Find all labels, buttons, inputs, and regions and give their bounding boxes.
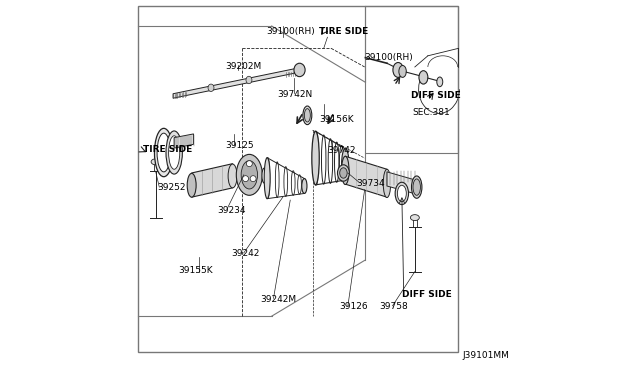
Circle shape (246, 161, 252, 167)
Ellipse shape (208, 84, 214, 92)
Ellipse shape (228, 164, 237, 188)
Ellipse shape (393, 62, 403, 77)
Ellipse shape (262, 168, 266, 183)
Text: SEC.381: SEC.381 (412, 108, 450, 117)
Ellipse shape (187, 173, 196, 197)
Ellipse shape (383, 169, 390, 198)
Text: 39252: 39252 (157, 183, 186, 192)
Ellipse shape (264, 158, 270, 199)
Ellipse shape (413, 179, 420, 195)
Text: TIRE SIDE: TIRE SIDE (143, 145, 192, 154)
Ellipse shape (312, 131, 319, 185)
Ellipse shape (395, 182, 408, 205)
Text: 39155K: 39155K (178, 266, 212, 275)
Text: 39100(RH): 39100(RH) (364, 53, 413, 62)
Ellipse shape (437, 77, 443, 87)
Ellipse shape (241, 161, 257, 189)
Text: DIFF SIDE: DIFF SIDE (402, 290, 452, 299)
Text: 39242M: 39242M (260, 295, 296, 304)
Text: 39126: 39126 (339, 302, 368, 311)
Ellipse shape (246, 76, 252, 84)
Polygon shape (387, 172, 417, 194)
Ellipse shape (337, 165, 349, 181)
Text: DIFF SIDE: DIFF SIDE (411, 92, 461, 100)
Polygon shape (173, 68, 300, 98)
Text: 39242: 39242 (232, 249, 260, 258)
Text: 39202M: 39202M (225, 62, 261, 71)
Ellipse shape (303, 106, 312, 125)
Polygon shape (191, 164, 232, 197)
Ellipse shape (236, 154, 262, 195)
Text: TIRE SIDE: TIRE SIDE (319, 27, 369, 36)
Ellipse shape (305, 109, 310, 122)
Text: 39234: 39234 (218, 206, 246, 215)
Polygon shape (346, 156, 387, 197)
Ellipse shape (154, 128, 173, 177)
Text: 39734: 39734 (356, 179, 385, 187)
Ellipse shape (399, 65, 406, 77)
Text: 39125: 39125 (225, 141, 254, 150)
Ellipse shape (151, 159, 160, 165)
Bar (365, 6, 458, 153)
Text: J39101MM: J39101MM (462, 351, 509, 360)
Text: 39156K: 39156K (319, 115, 354, 124)
Ellipse shape (302, 179, 307, 193)
Ellipse shape (294, 63, 305, 77)
Ellipse shape (157, 133, 170, 172)
Ellipse shape (397, 185, 406, 202)
Circle shape (243, 176, 248, 182)
Ellipse shape (266, 158, 270, 199)
Ellipse shape (166, 131, 182, 174)
Ellipse shape (410, 215, 419, 221)
Circle shape (250, 176, 256, 182)
Text: 39742: 39742 (328, 146, 356, 155)
Polygon shape (174, 134, 193, 148)
Text: 39742N: 39742N (277, 90, 312, 99)
Ellipse shape (412, 176, 422, 198)
Ellipse shape (342, 149, 349, 180)
Text: 39100(RH): 39100(RH) (266, 27, 315, 36)
Ellipse shape (340, 168, 347, 178)
Ellipse shape (168, 136, 180, 169)
Ellipse shape (342, 156, 349, 185)
Ellipse shape (419, 71, 428, 84)
Ellipse shape (314, 131, 319, 185)
Bar (138, 6, 458, 352)
Text: 39758: 39758 (380, 302, 408, 311)
